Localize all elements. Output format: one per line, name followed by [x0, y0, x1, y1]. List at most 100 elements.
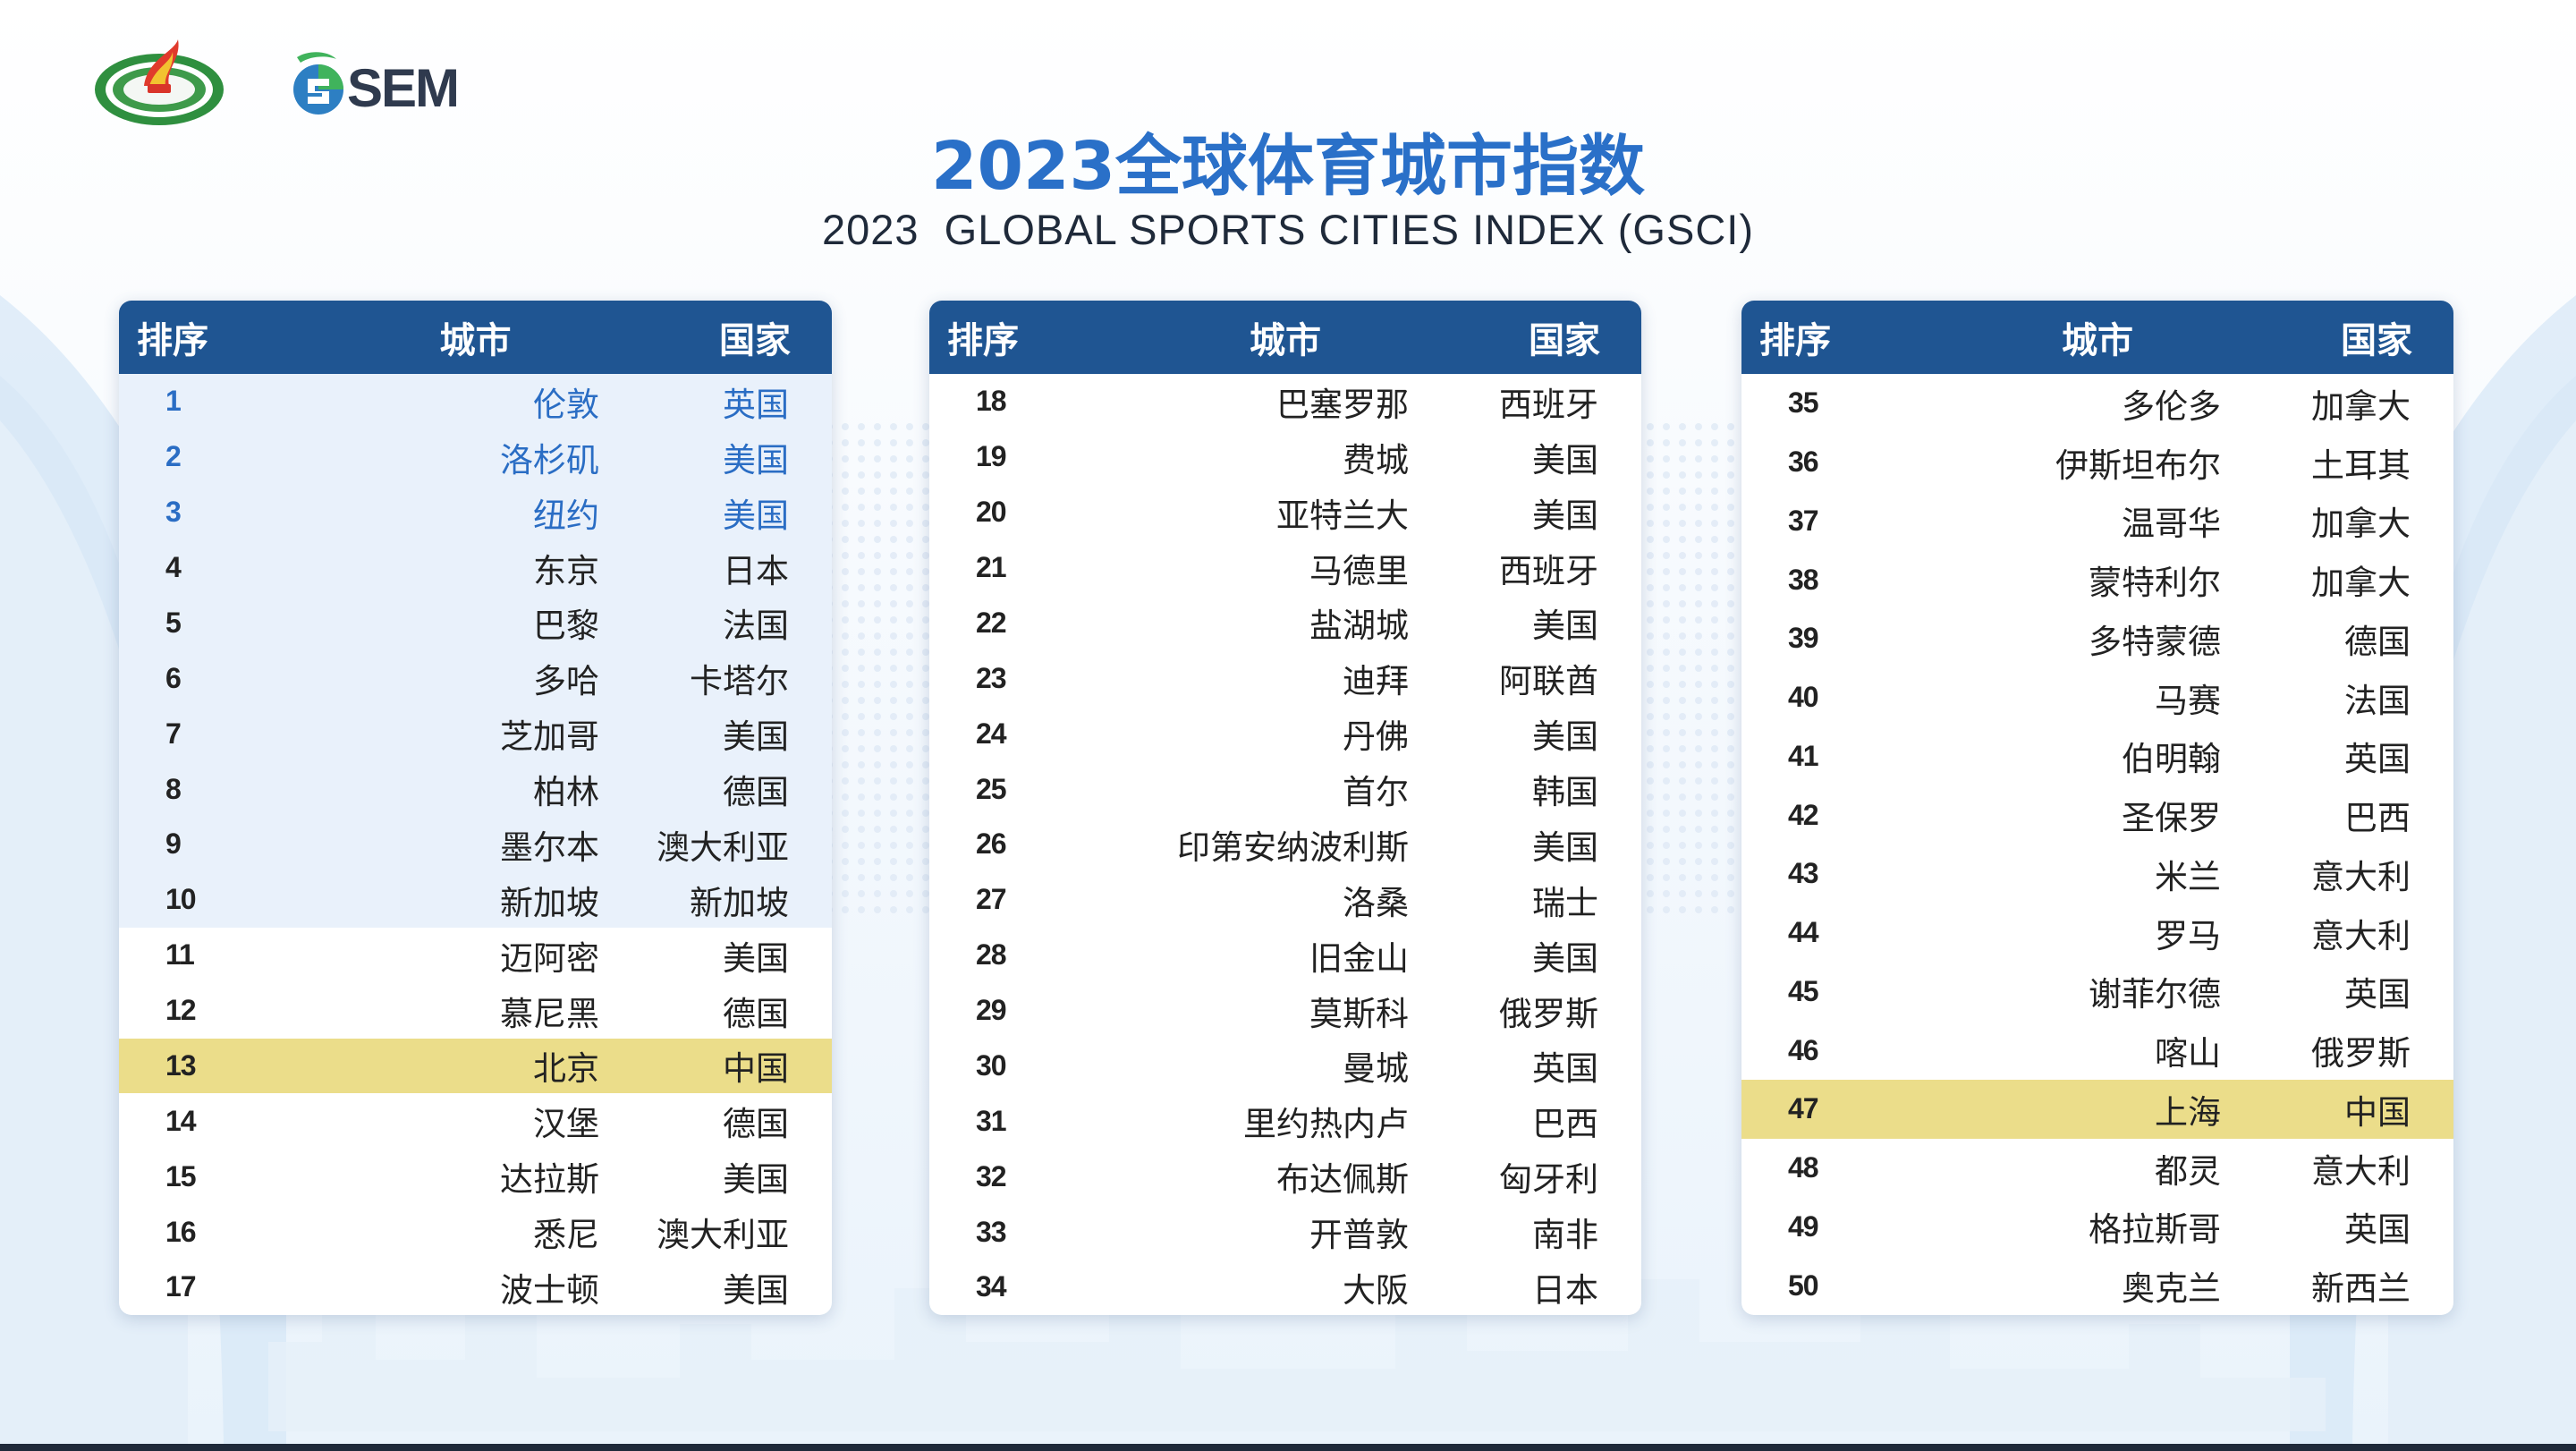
table-header: 排序 城市 国家	[1741, 301, 2453, 374]
table-row: 25 首尔 韩国	[929, 761, 1641, 817]
city-cell: 费城	[1343, 440, 1409, 479]
city-cell: 洛杉矶	[500, 440, 599, 479]
country-cell: 美国	[723, 496, 789, 535]
rank-cell: 3	[165, 496, 182, 529]
table-row: 11 迈阿密 美国	[119, 928, 832, 983]
city-cell: 巴塞罗那	[1276, 385, 1409, 424]
city-cell: 马赛	[2155, 681, 2221, 720]
city-cell: 温哥华	[2122, 505, 2221, 544]
rank-cell: 28	[976, 938, 1007, 972]
table-row: 40 马赛 法国	[1741, 668, 2453, 727]
header-rank: 排序	[947, 320, 1019, 361]
table-row: 3 纽约 美国	[119, 484, 832, 540]
rank-cell: 31	[976, 1104, 1007, 1137]
city-cell: 亚特兰大	[1276, 496, 1409, 535]
rank-cell: 10	[165, 883, 197, 916]
city-cell: 奥克兰	[2122, 1269, 2221, 1309]
city-cell: 多哈	[533, 662, 599, 701]
table-row: 5 巴黎 法国	[119, 595, 832, 651]
city-cell: 旧金山	[1309, 938, 1409, 978]
table-row: 14 汉堡 德国	[119, 1093, 832, 1149]
header-country: 国家	[719, 320, 791, 361]
rank-cell: 13	[165, 1048, 197, 1082]
city-cell: 悉尼	[533, 1216, 599, 1255]
table-row: 22 盐湖城 美国	[929, 596, 1641, 651]
rank-cell: 40	[1788, 681, 1819, 714]
rank-cell: 22	[976, 606, 1007, 639]
country-cell: 新西兰	[2311, 1269, 2411, 1309]
city-cell: 印第安纳波利斯	[1177, 827, 1409, 867]
city-cell: 曼城	[1343, 1049, 1409, 1089]
country-cell: 日本	[723, 551, 789, 590]
table-row: 42 圣保罗 巴西	[1741, 785, 2453, 844]
rank-cell: 24	[976, 717, 1007, 750]
table-row: 23 迪拜 阿联酋	[929, 650, 1641, 706]
city-cell: 大阪	[1343, 1270, 1409, 1310]
country-cell: 西班牙	[1499, 385, 1598, 424]
country-cell: 美国	[1532, 938, 1598, 978]
rank-cell: 43	[1788, 857, 1819, 890]
header-city: 城市	[2062, 320, 2133, 361]
table-row: 29 莫斯科 俄罗斯	[929, 983, 1641, 1039]
city-cell: 伊斯坦布尔	[2055, 445, 2221, 485]
rank-cell: 8	[165, 772, 182, 805]
bottom-border	[0, 1444, 2576, 1451]
rank-cell: 11	[165, 938, 195, 972]
rank-cell: 42	[1788, 798, 1819, 831]
table-row: 24 丹佛 美国	[929, 706, 1641, 761]
city-cell: 慕尼黑	[500, 994, 599, 1033]
city-cell: 迈阿密	[500, 938, 599, 978]
city-cell: 东京	[533, 551, 599, 590]
country-cell: 英国	[723, 385, 789, 424]
country-cell: 俄罗斯	[1499, 994, 1598, 1033]
country-cell: 美国	[1532, 717, 1598, 757]
city-cell: 都灵	[2155, 1151, 2221, 1191]
table-body: 1 伦敦 英国 2 洛杉矶 美国 3 纽约 美国 4 东京 日本 5 巴黎 法国 6 多哈 卡塔尔 7 芝加哥 美国 8 柏…	[119, 374, 832, 1315]
country-cell: 瑞士	[1532, 883, 1598, 922]
table-row: 20 亚特兰大 美国	[929, 485, 1641, 540]
country-cell: 巴西	[1532, 1105, 1598, 1144]
city-cell: 纽约	[533, 496, 599, 535]
sem-logo-mark-icon	[293, 52, 343, 115]
country-cell: 英国	[2344, 975, 2411, 1014]
rank-cell: 27	[976, 883, 1007, 916]
table-row: 37 温哥华 加拿大	[1741, 492, 2453, 551]
rank-cell: 9	[165, 827, 182, 861]
table-row: 43 米兰 意大利	[1741, 844, 2453, 904]
rank-cell: 16	[165, 1215, 197, 1248]
city-cell: 伦敦	[533, 385, 599, 424]
table-row: 21 马德里 西班牙	[929, 540, 1641, 596]
country-cell: 意大利	[2311, 857, 2411, 896]
city-cell: 盐湖城	[1309, 607, 1409, 646]
country-cell: 德国	[2344, 622, 2411, 661]
city-cell: 迪拜	[1343, 662, 1409, 701]
country-cell: 法国	[723, 607, 789, 646]
country-cell: 德国	[723, 1105, 789, 1144]
country-cell: 澳大利亚	[657, 1216, 789, 1255]
table-row: 30 曼城 英国	[929, 1039, 1641, 1094]
country-cell: 加拿大	[2311, 505, 2411, 544]
rank-cell: 26	[976, 827, 1007, 861]
table-row: 46 喀山 俄罗斯	[1741, 1021, 2453, 1080]
rank-cell: 20	[976, 496, 1007, 529]
rank-cell: 45	[1788, 974, 1819, 1007]
country-cell: 俄罗斯	[2311, 1034, 2411, 1073]
rank-cell: 15	[165, 1159, 197, 1192]
rank-cell: 21	[976, 551, 1007, 584]
rank-cell: 34	[976, 1270, 1007, 1303]
rank-cell: 48	[1788, 1151, 1819, 1184]
table-row: 38 蒙特利尔 加拿大	[1741, 550, 2453, 609]
table-row: 48 都灵 意大利	[1741, 1139, 2453, 1198]
table-row: 10 新加坡 新加坡	[119, 871, 832, 928]
header-rank: 排序	[137, 320, 208, 361]
table-row: 12 慕尼黑 德国	[119, 983, 832, 1039]
country-cell: 加拿大	[2311, 564, 2411, 603]
table-row: 8 柏林 德国	[119, 761, 832, 817]
rank-cell: 36	[1788, 445, 1819, 479]
table-row: 2 洛杉矶 美国	[119, 429, 832, 485]
rank-cell: 12	[165, 994, 197, 1027]
rank-cell: 6	[165, 661, 182, 694]
rank-cell: 4	[165, 551, 182, 584]
page-title: 2023全球体育城市指数	[931, 128, 1645, 205]
country-cell: 匈牙利	[1499, 1160, 1598, 1200]
